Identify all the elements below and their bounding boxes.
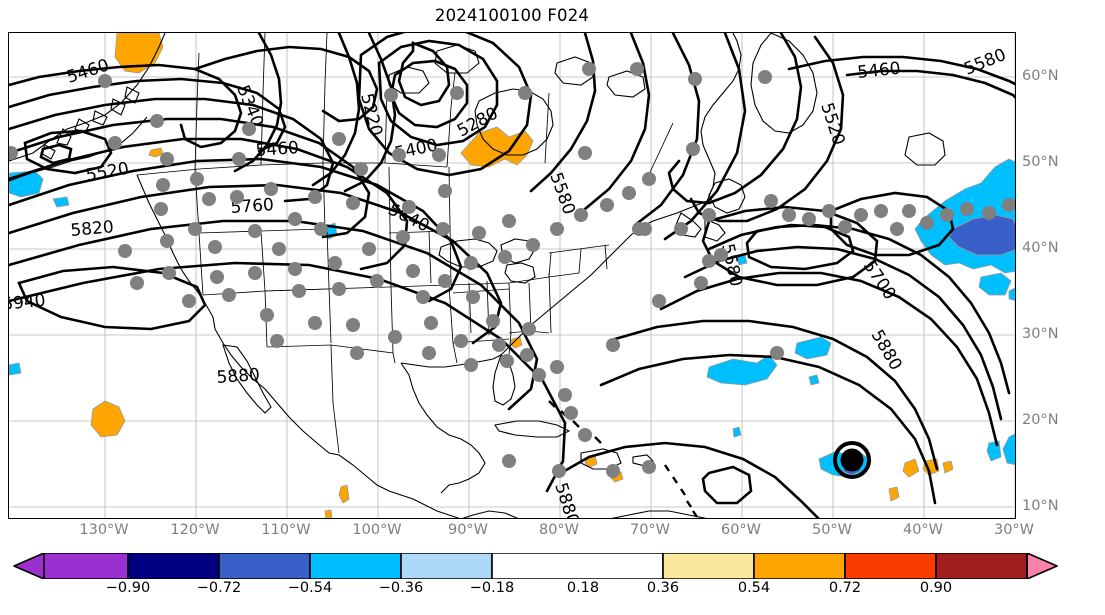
colorbar-seg-9 bbox=[935, 553, 1028, 579]
svg-text:5460: 5460 bbox=[856, 59, 901, 83]
lon-tick-100w: 100°W bbox=[352, 522, 402, 538]
lon-tick-30w: 30°W bbox=[993, 522, 1035, 538]
lat-tick-10n: 10°N bbox=[1022, 498, 1059, 514]
cb-tick-0.90: 0.90 bbox=[919, 580, 953, 596]
colorbar-canvas bbox=[13, 553, 1058, 579]
tc-marker[interactable] bbox=[833, 441, 871, 479]
cb-tick-0.72: 0.72 bbox=[828, 580, 862, 596]
cb-tick-0.54: 0.54 bbox=[737, 580, 771, 596]
map-frame: 5460 5340 5220 5280 5460 5400 5520 5580 … bbox=[8, 32, 1016, 519]
colorbar-seg-7 bbox=[753, 553, 846, 579]
cb-tick-0.18: 0.18 bbox=[566, 580, 600, 596]
colorbar-extend-min bbox=[13, 553, 45, 579]
cb-tick--0.90: −0.90 bbox=[105, 580, 151, 596]
cb-tick--0.18: −0.18 bbox=[469, 580, 515, 596]
svg-text:5580: 5580 bbox=[961, 45, 1009, 80]
svg-text:5880: 5880 bbox=[216, 365, 261, 388]
lon-tick-90w: 90°W bbox=[447, 522, 489, 538]
colorbar-seg-5 bbox=[491, 553, 664, 579]
lat-tick-40n: 40°N bbox=[1022, 240, 1059, 256]
height-contours bbox=[9, 33, 1015, 518]
svg-text:5820: 5820 bbox=[70, 217, 115, 241]
lat-tick-20n: 20°N bbox=[1022, 412, 1059, 428]
map-canvas: 5460 5340 5220 5280 5460 5400 5520 5580 … bbox=[9, 33, 1015, 519]
cb-tick--0.36: −0.36 bbox=[378, 580, 424, 596]
colorbar-seg-2 bbox=[218, 553, 311, 579]
colorbar-seg-4 bbox=[400, 553, 493, 579]
page-title: 2024100100 F024 bbox=[434, 6, 590, 25]
lon-tick-110w: 110°W bbox=[261, 522, 311, 538]
lon-tick-70w: 70°W bbox=[629, 522, 671, 538]
svg-text:5520: 5520 bbox=[816, 100, 848, 147]
map-coastlines bbox=[9, 33, 946, 518]
colorbar-segments bbox=[13, 553, 1058, 579]
svg-text:5880: 5880 bbox=[867, 327, 906, 374]
lon-tick-60w: 60°W bbox=[720, 522, 762, 538]
lon-tick-40w: 40°W bbox=[902, 522, 944, 538]
colorbar-extend-max bbox=[1026, 553, 1058, 579]
svg-text:5580: 5580 bbox=[545, 170, 579, 217]
svg-text:5880: 5880 bbox=[550, 480, 582, 519]
lon-tick-120w: 120°W bbox=[170, 522, 220, 538]
lon-tick-130w: 130°W bbox=[79, 522, 129, 538]
cb-tick--0.72: −0.72 bbox=[196, 580, 242, 596]
map-panel[interactable]: 5460 5340 5220 5280 5460 5400 5520 5580 … bbox=[8, 32, 1016, 519]
svg-text:5940: 5940 bbox=[9, 291, 47, 315]
cb-tick-0.36: 0.36 bbox=[646, 580, 680, 596]
colorbar-seg-0 bbox=[43, 553, 129, 579]
colorbar[interactable] bbox=[8, 553, 1063, 579]
svg-text:5460: 5460 bbox=[255, 138, 300, 161]
svg-text:5700: 5700 bbox=[859, 257, 900, 304]
lon-tick-80w: 80°W bbox=[538, 522, 580, 538]
station-dots bbox=[9, 62, 1015, 478]
colorbar-seg-1 bbox=[127, 553, 220, 579]
lat-tick-60n: 60°N bbox=[1022, 68, 1059, 84]
lat-tick-50n: 50°N bbox=[1022, 154, 1059, 170]
cb-tick--0.54: −0.54 bbox=[287, 580, 333, 596]
colorbar-seg-8 bbox=[844, 553, 937, 579]
lon-tick-50w: 50°W bbox=[811, 522, 853, 538]
lat-tick-30n: 30°N bbox=[1022, 326, 1059, 342]
colorbar-seg-3 bbox=[309, 553, 402, 579]
colorbar-seg-6 bbox=[662, 553, 755, 579]
